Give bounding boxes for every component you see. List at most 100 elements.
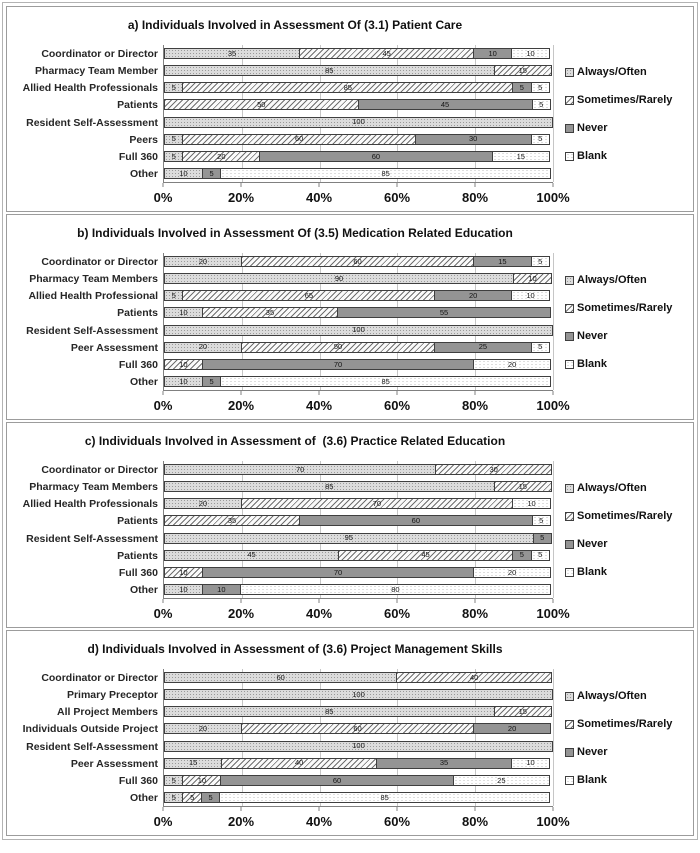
category-label: Individuals Outside Project [22,723,158,736]
segment-value-label: 5 [538,83,543,93]
bar-segment-never: 10 [473,48,513,60]
segment-value-label: 10 [179,359,188,369]
legend-label: Sometimes/Rarely [577,302,673,314]
segment-value-label: 85 [343,83,352,93]
bar-segment-blank: 10 [512,498,551,510]
category-label: Coordinator or Director [41,47,158,60]
plot-wrap: 70 30 85 15 20 70 10 35 60 5 95 5 45 45 5 5 10 70 20 10 10 80… [154,461,570,625]
sometimes-swatch-icon [565,719,574,729]
bar-segment-blank: 25 [452,774,550,786]
segment-value-label: 15 [518,481,527,491]
always-swatch-icon [565,67,574,77]
gridline [397,253,399,390]
bar-segment-never: 70 [201,358,475,370]
category-axis-labels: Coordinator or Director Primary Preceptor… [17,669,163,833]
chart-title-b: b) Individuals Involved in Assessment Of… [77,226,513,240]
segment-value-label: 20 [507,359,517,369]
segment-value-label: 90 [334,273,344,283]
bar-segment-sometimes: 50 [164,99,359,111]
bar-segment-always: 95 [164,532,534,544]
bar-row: 95 5 [164,530,553,547]
segment-value-label: 10 [527,499,536,509]
chart-title-a: a) Individuals Involved in Assessment Of… [127,18,463,32]
segment-value-label: 85 [325,707,334,717]
bar-segment-sometimes: 10 [182,774,222,786]
bar-row: 20 60 20 [164,720,553,737]
bar-segment-blank: 5 [530,256,550,268]
category-label: Pharmacy Team Members [29,272,158,285]
segment-value-label: 100 [352,117,365,127]
bar-segment-always: 5 [164,791,184,803]
category-label: Patients [117,515,158,528]
chart-area-a: Coordinator or Director Pharmacy Team Mem… [17,45,689,209]
x-axis: 0% 20% 40% 60% 80% 100% [154,183,570,209]
gridline [319,461,321,598]
bar-segment-sometimes: 40 [396,672,552,684]
segment-value-label: 85 [380,792,389,802]
stacked-bar: 5 85 5 5 [164,82,553,94]
stacked-bar: 20 60 15 5 [164,256,553,268]
category-label: Patients [117,99,158,112]
bar-segment-sometimes: 30 [435,464,552,476]
bar-segment-never: 35 [375,757,513,769]
bar-segment-sometimes: 40 [221,757,377,769]
axis-tick-label: 40% [305,190,333,205]
bar-segment-never: 30 [414,133,532,145]
axis-tick-label: 0% [153,606,173,621]
segment-value-label: 5 [171,151,176,161]
segment-value-label: 35 [265,308,275,318]
axis-tick-mark [318,807,320,811]
bar-segment-always: 5 [164,150,184,162]
bar-row: 35 45 10 10 [164,45,553,62]
blank-swatch-icon [565,151,574,161]
bar-segment-always: 100 [164,740,553,752]
stacked-bar: 10 70 20 [164,358,553,370]
segment-value-label: 60 [371,151,381,161]
gridline [553,461,554,598]
axis-tick-mark [318,391,320,395]
axis-tick-mark [396,599,398,603]
segment-value-label: 5 [171,792,176,802]
gridline [475,461,477,598]
bar-segment-always: 15 [164,757,223,769]
segment-value-label: 100 [352,741,365,751]
bar-segment-blank: 10 [511,757,550,769]
segment-value-label: 45 [382,48,391,58]
segment-value-label: 50 [333,342,343,352]
segment-value-label: 20 [198,342,208,352]
never-swatch-icon [565,331,574,341]
bar-row: 15 40 35 10 [164,755,553,772]
bar-segment-never: 15 [473,256,532,268]
legend-item-sometimes: Sometimes/Rarely [565,94,689,106]
bar-row: 60 40 [164,669,553,686]
bar-segment-blank: 10 [511,48,550,60]
segment-value-label: 85 [325,481,334,491]
blank-swatch-icon [565,359,574,369]
stacked-bar: 10 5 85 [164,375,553,387]
bar-row: 5 65 20 10 [164,287,553,304]
bar-segment-sometimes: 70 [240,498,514,510]
category-label: Resident Self-Assessment [26,116,158,129]
category-label: Allied Health Professional [28,290,158,303]
x-axis: 0% 20% 40% 60% 80% 100% [154,599,570,625]
segment-value-label: 70 [333,567,343,577]
category-label: Full 360 [118,567,158,580]
segment-value-label: 10 [197,775,207,785]
segment-value-label: 20 [217,151,226,161]
gridline [475,45,477,182]
gridline [397,461,399,598]
bar-row: 100 [164,322,553,339]
axis-tick-label: 40% [305,398,333,413]
stacked-bar: 100 [164,116,553,128]
legend-label: Always/Often [577,66,647,78]
segment-value-label: 35 [439,758,449,768]
legend-item-always: Always/Often [565,690,689,702]
legend-label: Never [577,330,608,342]
bar-segment-blank: 85 [220,167,551,179]
bar-segment-never: 5 [200,791,221,803]
category-label: Patients [117,549,158,562]
plot-area: 20 60 15 5 90 10 5 65 20 10 10 35 55 100 20 50 25 5 10 70 20… [163,253,554,391]
x-axis: 0% 20% 40% 60% 80% 100% [154,391,570,417]
legend-label: Never [577,122,608,134]
axis-tick-mark [552,599,554,603]
